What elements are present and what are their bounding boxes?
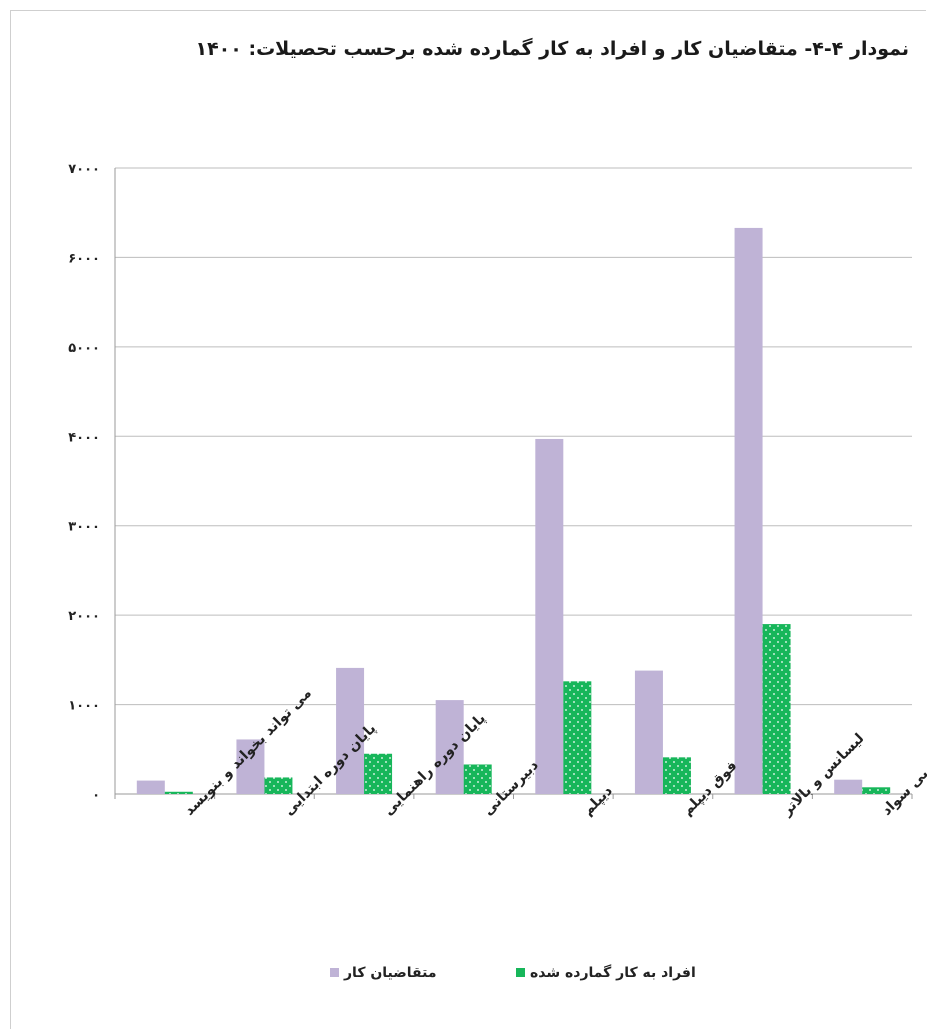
bar-job-seekers xyxy=(136,780,165,794)
bar-placed-workers xyxy=(662,757,691,794)
y-tick-label: ۱۰۰۰ xyxy=(68,699,100,714)
bar-placed-workers xyxy=(563,681,592,794)
bar-placed-workers xyxy=(762,624,791,794)
bar-placed-workers xyxy=(264,777,293,794)
bar-job-seekers xyxy=(634,670,663,794)
y-tick-label: ۲۰۰۰ xyxy=(68,609,100,624)
legend-job-seekers-swatch xyxy=(330,968,339,977)
bar-placed-workers xyxy=(164,791,193,794)
bar-job-seekers xyxy=(834,779,863,794)
legend-job-seekers-label: متقاضیان کار xyxy=(343,965,437,981)
x-category-label: لیسانس و بالاتر xyxy=(778,731,867,820)
y-tick-label: ۴۰۰۰ xyxy=(68,430,100,445)
y-tick-label: ۳۰۰۰ xyxy=(68,520,100,535)
bar-job-seekers xyxy=(435,700,464,794)
bar-job-seekers xyxy=(236,739,265,794)
y-tick-label: ۶۰۰۰ xyxy=(68,251,100,266)
y-tick-label: ۷۰۰۰ xyxy=(68,162,100,177)
bar-placed-workers xyxy=(364,753,393,794)
bar-placed-workers xyxy=(862,787,891,794)
legend-placed-workers-swatch xyxy=(516,968,525,977)
y-tick-label: ۵۰۰۰ xyxy=(68,341,100,356)
y-tick-label: ۰ xyxy=(92,788,100,803)
bar-job-seekers xyxy=(535,438,564,794)
bar-job-seekers xyxy=(336,667,365,794)
chart-frame xyxy=(10,10,926,1029)
legend-placed-workers-label: افراد به کار گمارده شده xyxy=(530,964,696,981)
bar-job-seekers xyxy=(734,227,763,795)
chart-title: نمودار ۴-۴- متقاضیان کار و افراد به کار … xyxy=(195,38,909,60)
bar-placed-workers xyxy=(463,764,492,794)
